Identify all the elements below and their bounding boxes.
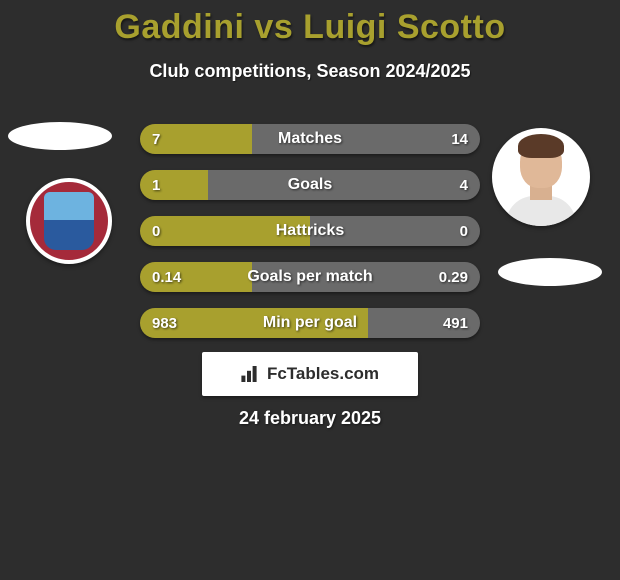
stat-row: Min per goal983 491 xyxy=(140,308,480,338)
stat-row: Matches7 14 xyxy=(140,124,480,154)
stat-label: Hattricks xyxy=(140,216,480,246)
stat-row: Hattricks0 0 xyxy=(140,216,480,246)
bar-chart-icon xyxy=(241,366,261,382)
stat-value-left: 983 xyxy=(152,308,177,338)
stat-value-left: 0 xyxy=(152,216,160,246)
right-club-placeholder xyxy=(498,258,602,286)
stat-label: Goals per match xyxy=(140,262,480,292)
stat-value-left: 0.14 xyxy=(152,262,181,292)
stat-label: Min per goal xyxy=(140,308,480,338)
stat-label: Goals xyxy=(140,170,480,200)
left-club-badge xyxy=(26,178,112,264)
stat-value-right: 4 xyxy=(460,170,468,200)
stat-value-right: 14 xyxy=(451,124,468,154)
right-player-photo xyxy=(492,128,590,226)
brand-box: FcTables.com xyxy=(202,352,418,396)
page-title: Gaddini vs Luigi Scotto xyxy=(0,0,620,47)
stat-value-left: 7 xyxy=(152,124,160,154)
date-text: 24 february 2025 xyxy=(0,408,620,429)
stat-label: Matches xyxy=(140,124,480,154)
stat-value-right: 0.29 xyxy=(439,262,468,292)
brand-text: FcTables.com xyxy=(267,364,379,384)
stat-value-right: 0 xyxy=(460,216,468,246)
subtitle: Club competitions, Season 2024/2025 xyxy=(0,61,620,82)
stat-value-left: 1 xyxy=(152,170,160,200)
stat-row: Goals1 4 xyxy=(140,170,480,200)
stat-row: Goals per match0.14 0.29 xyxy=(140,262,480,292)
comparison-bars: Matches714Goals14Hattricks00Goals per ma… xyxy=(140,124,480,354)
left-player-placeholder xyxy=(8,122,112,150)
club-badge-shield xyxy=(44,192,94,250)
stat-value-right: 491 xyxy=(443,308,468,338)
